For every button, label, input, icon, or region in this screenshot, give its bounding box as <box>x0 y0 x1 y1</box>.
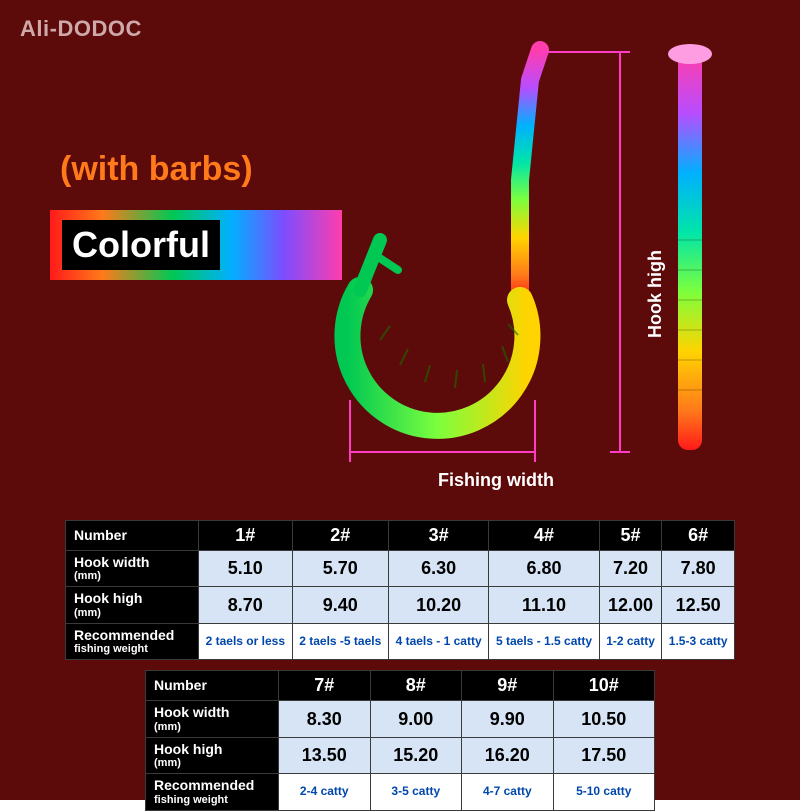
variant-subtitle: (with barbs) <box>60 150 253 189</box>
table-row: Hook width(mm) 8.30 9.00 9.90 10.50 <box>146 701 655 737</box>
row-label-number: Number <box>146 671 279 701</box>
brand-watermark: Ali-DODOC <box>20 16 142 42</box>
color-style-badge: Colorful <box>50 210 342 280</box>
col-header: 7# <box>279 671 371 701</box>
row-label-high: Hook high(mm) <box>146 737 279 773</box>
color-style-label: Colorful <box>62 220 220 270</box>
table-row: Number 1# 2# 3# 4# 5# 6# <box>66 521 735 551</box>
row-label-number: Number <box>66 521 199 551</box>
table-row: Hook high(mm) 13.50 15.20 16.20 17.50 <box>146 737 655 773</box>
spec-table-1: Number 1# 2# 3# 4# 5# 6# Hook width(mm) … <box>65 520 735 660</box>
col-header: 10# <box>553 671 654 701</box>
col-header: 3# <box>388 521 488 551</box>
col-header: 8# <box>370 671 462 701</box>
fishing-width-label: Fishing width <box>438 470 554 491</box>
col-header: 1# <box>199 521 293 551</box>
hook-side-view <box>668 44 712 450</box>
table-row: Number 7# 8# 9# 10# <box>146 671 655 701</box>
table-row: Hook high(mm) 8.70 9.40 10.20 11.10 12.0… <box>66 587 735 623</box>
col-header: 2# <box>292 521 388 551</box>
col-header: 9# <box>462 671 554 701</box>
spec-table-2: Number 7# 8# 9# 10# Hook width(mm) 8.30 … <box>145 670 655 810</box>
col-header: 4# <box>489 521 600 551</box>
row-label-rec: Recommendedfishing weight <box>146 774 279 810</box>
row-label-high: Hook high(mm) <box>66 587 199 623</box>
row-label-rec: Recommendedfishing weight <box>66 623 199 659</box>
col-header: 6# <box>662 521 735 551</box>
table-row: Recommendedfishing weight 2 taels or les… <box>66 623 735 659</box>
dim-hook-high <box>540 52 630 452</box>
hook-high-label: Hook high <box>645 250 666 338</box>
spec-tables: Number 1# 2# 3# 4# 5# 6# Hook width(mm) … <box>65 520 735 811</box>
hook-svg <box>320 40 740 510</box>
col-header: 5# <box>599 521 662 551</box>
table-row: Recommendedfishing weight 2-4 catty 3-5 … <box>146 774 655 810</box>
hook-illustration-area: Fishing width Hook high <box>320 40 740 500</box>
product-infographic: Ali-DODOC (with barbs) Colorful <box>0 0 800 800</box>
table-row: Hook width(mm) 5.10 5.70 6.30 6.80 7.20 … <box>66 551 735 587</box>
row-label-width: Hook width(mm) <box>66 551 199 587</box>
hook-main <box>347 50 540 426</box>
row-label-width: Hook width(mm) <box>146 701 279 737</box>
